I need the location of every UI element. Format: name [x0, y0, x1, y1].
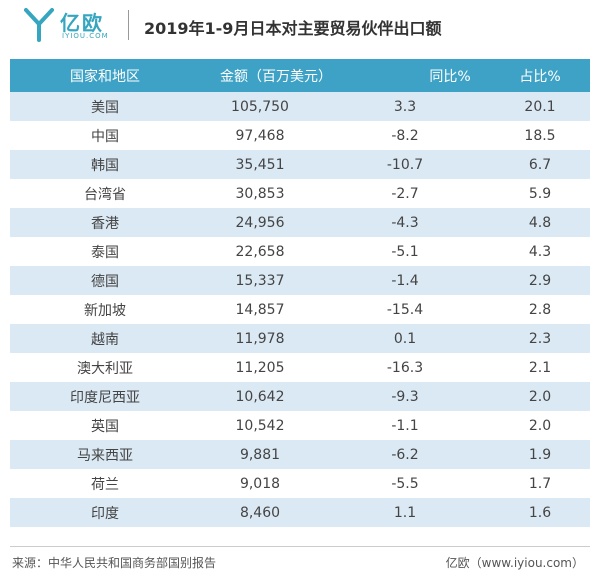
cell-amount: 15,337	[235, 272, 285, 289]
cell-yoy: -5.1	[391, 243, 419, 260]
cell-amount: 14,857	[235, 301, 285, 318]
header-cell-yoy: 同比%	[429, 68, 471, 85]
table-row: 美国 105,750 3.3 20.1	[10, 92, 590, 121]
table-row: 韩国 35,451 -10.7 6.7	[10, 150, 590, 179]
brand-logo: 亿欧 IYIOU.COM	[24, 6, 124, 46]
header-cell-region: 国家和地区	[70, 68, 140, 85]
cell-share: 2.3	[528, 330, 552, 347]
cell-yoy: 3.3	[393, 98, 417, 115]
cell-region: 印度	[91, 505, 119, 522]
cell-share: 2.1	[528, 359, 552, 376]
cell-yoy: -1.4	[391, 272, 419, 289]
cell-share: 6.7	[528, 156, 552, 173]
cell-share: 1.6	[528, 504, 552, 521]
table-row: 越南 11,978 0.1 2.3	[10, 324, 590, 353]
table-row: 香港 24,956 -4.3 4.8	[10, 208, 590, 237]
table-header: 国家和地区 金额（百万美元） 同比% 占比%	[10, 59, 590, 92]
cell-yoy: -1.1	[391, 417, 419, 434]
table-row: 泰国 22,658 -5.1 4.3	[10, 237, 590, 266]
cell-amount: 10,642	[235, 388, 285, 405]
cell-yoy: -5.5	[391, 475, 419, 492]
cell-yoy: -6.2	[391, 446, 419, 463]
cell-share: 2.9	[528, 272, 552, 289]
cell-amount: 8,460	[239, 504, 281, 521]
cell-yoy: 1.1	[393, 504, 417, 521]
table-row: 英国 10,542 -1.1 2.0	[10, 411, 590, 440]
cell-amount: 11,978	[235, 330, 285, 347]
cell-amount: 10,542	[235, 417, 285, 434]
cell-region: 马来西亚	[77, 447, 133, 464]
table-row: 荷兰 9,018 -5.5 1.7	[10, 469, 590, 498]
cell-amount: 11,205	[235, 359, 285, 376]
cell-share: 4.8	[528, 214, 552, 231]
logo-name: 亿欧	[60, 11, 104, 35]
cell-yoy: -9.3	[391, 388, 419, 405]
table-row: 印度 8,460 1.1 1.6	[10, 498, 590, 527]
cell-region: 越南	[91, 331, 119, 348]
cell-yoy: -10.7	[386, 156, 424, 173]
cell-share: 20.1	[524, 98, 556, 115]
cell-share: 5.9	[528, 185, 552, 202]
cell-yoy: -4.3	[391, 214, 419, 231]
cell-region: 新加坡	[84, 302, 126, 319]
table-body: 美国 105,750 3.3 20.1 中国 97,468 -8.2 18.5 韩国 35,451…	[10, 92, 590, 527]
table-row: 德国 15,337 -1.4 2.9	[10, 266, 590, 295]
cell-amount: 24,956	[235, 214, 285, 231]
table-row: 台湾省 30,853 -2.7 5.9	[10, 179, 590, 208]
table-row: 中国 97,468 -8.2 18.5	[10, 121, 590, 150]
cell-share: 2.8	[528, 301, 552, 318]
logo-domain: IYIOU.COM	[62, 32, 109, 40]
cell-region: 韩国	[91, 157, 119, 174]
header-cell-share: 占比%	[519, 68, 561, 85]
cell-share: 18.5	[524, 127, 556, 144]
cell-region: 台湾省	[84, 186, 126, 203]
cell-amount: 30,853	[235, 185, 285, 202]
source-note: 来源：中华人民共和国商务部国别报告	[12, 556, 217, 570]
cell-share: 1.9	[528, 446, 552, 463]
cell-region: 香港	[91, 215, 119, 232]
cell-yoy: -16.3	[386, 359, 424, 376]
cell-yoy: 0.1	[393, 330, 417, 347]
cell-region: 英国	[91, 418, 119, 435]
cell-amount: 9,018	[239, 475, 281, 492]
table-row: 印度尼西亚 10,642 -9.3 2.0	[10, 382, 590, 411]
cell-amount: 9,881	[239, 446, 281, 463]
cell-region: 德国	[91, 273, 119, 290]
cell-amount: 105,750	[231, 98, 289, 115]
footer-divider	[10, 546, 590, 547]
table-row: 澳大利亚 11,205 -16.3 2.1	[10, 353, 590, 382]
cell-region: 中国	[91, 128, 119, 145]
cell-share: 2.0	[528, 417, 552, 434]
table-row: 新加坡 14,857 -15.4 2.8	[10, 295, 590, 324]
cell-region: 荷兰	[91, 476, 119, 493]
cell-amount: 22,658	[235, 243, 285, 260]
logo-y-icon	[24, 8, 54, 42]
cell-amount: 35,451	[235, 156, 285, 173]
cell-amount: 97,468	[235, 127, 285, 144]
cell-yoy: -15.4	[386, 301, 424, 318]
cell-share: 1.7	[528, 475, 552, 492]
table-row: 马来西亚 9,881 -6.2 1.9	[10, 440, 590, 469]
cell-share: 2.0	[528, 388, 552, 405]
header: 亿欧 IYIOU.COM 2019年1-9月日本对主要贸易伙伴出口额	[0, 0, 600, 52]
cell-region: 印度尼西亚	[70, 389, 140, 406]
header-cell-amount: 金额（百万美元）	[220, 68, 332, 85]
header-divider	[128, 10, 129, 40]
cell-share: 4.3	[528, 243, 552, 260]
cell-region: 泰国	[91, 244, 119, 261]
page-title: 2019年1-9月日本对主要贸易伙伴出口额	[144, 19, 442, 38]
cell-yoy: -2.7	[391, 185, 419, 202]
cell-region: 澳大利亚	[77, 360, 133, 377]
credit-note: 亿欧（www.iyiou.com）	[445, 556, 584, 570]
cell-region: 美国	[91, 99, 119, 116]
export-table: 国家和地区 金额（百万美元） 同比% 占比% 美国 105,750 3.3 20.1 中…	[10, 59, 590, 527]
cell-yoy: -8.2	[391, 127, 419, 144]
